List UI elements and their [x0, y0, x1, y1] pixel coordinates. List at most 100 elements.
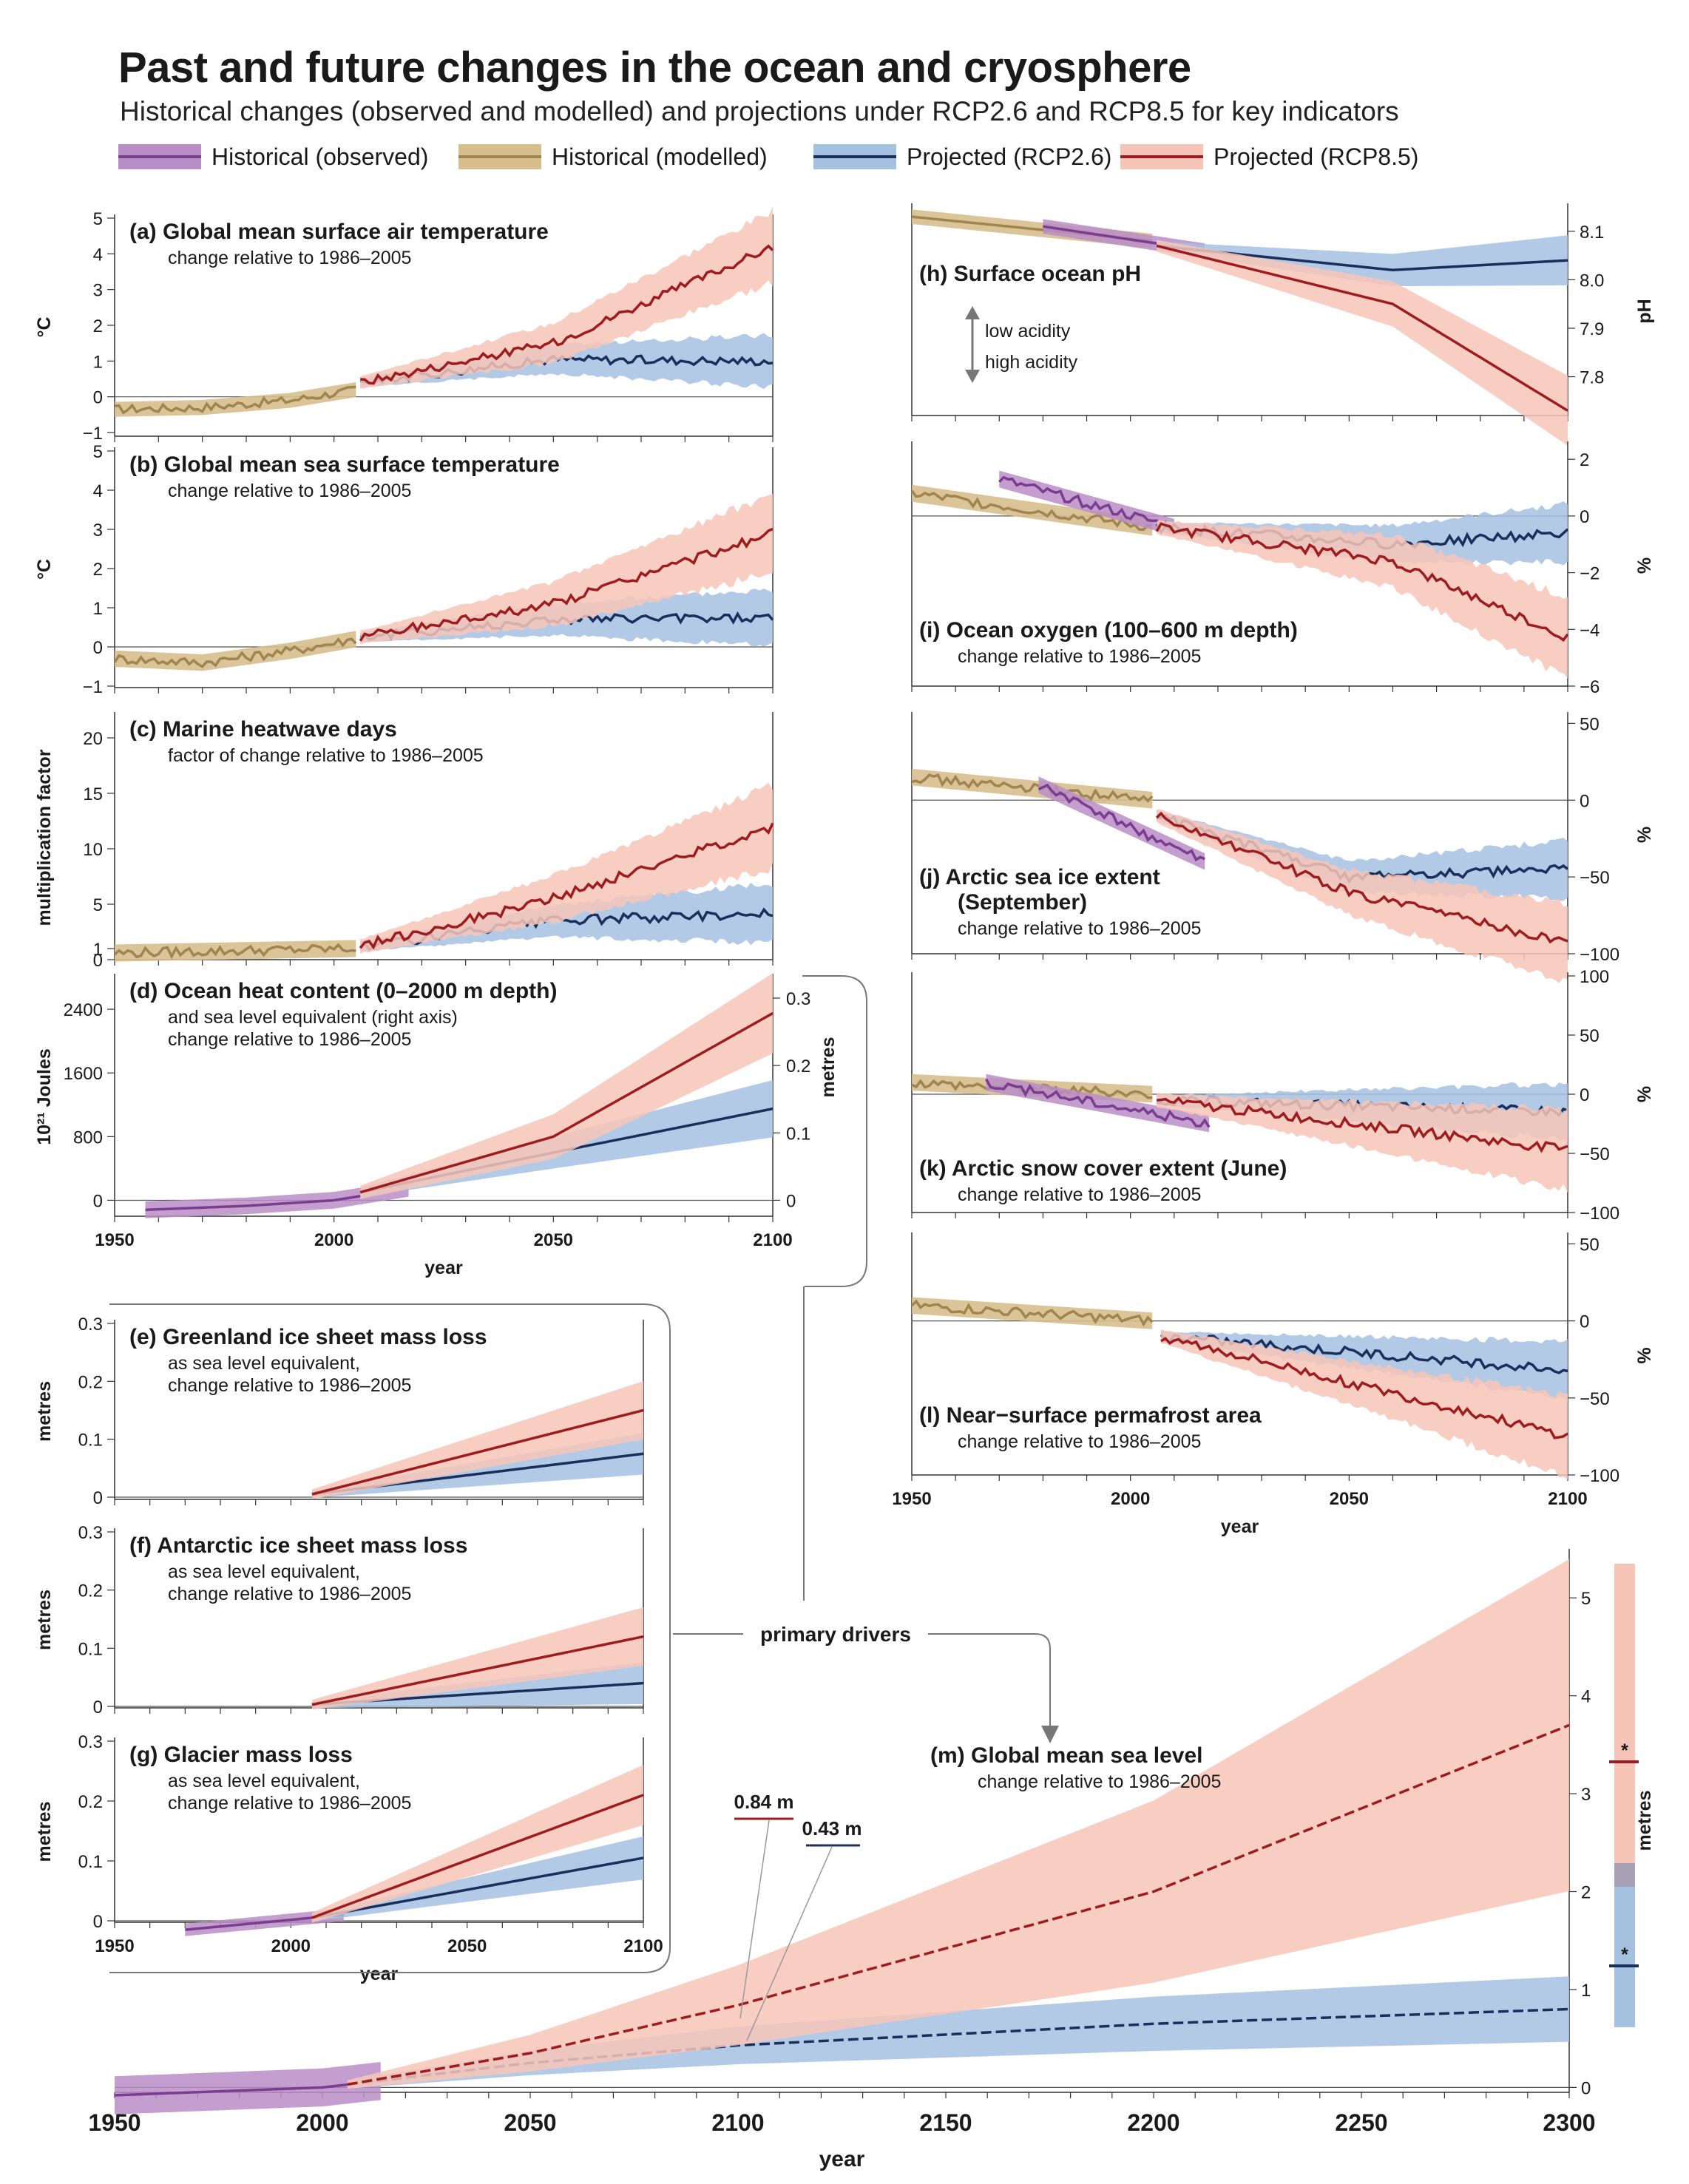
series-band [115, 631, 356, 671]
panel-b: 5 4 3 2 1 0 −1 °C (b) Global mean sea surface te… [34, 442, 774, 697]
x-tick-label: 2000 [1111, 1489, 1150, 1509]
y-tick-label: 3 [93, 520, 103, 540]
y-tick-label: 0.3 [78, 1732, 103, 1752]
callout-leader [746, 1846, 833, 2041]
y-axis-label: °C [34, 316, 55, 337]
y-tick-label: 2 [1581, 1883, 1591, 1903]
series-line [1038, 783, 1205, 862]
high-acidity-label: high acidity [985, 352, 1078, 373]
series-line [113, 637, 357, 668]
y-tick-label: −50 [1580, 1144, 1610, 1164]
series-band [347, 1559, 1570, 2089]
y-tick-label: 0 [1580, 791, 1589, 811]
y-tick-label: 1 [93, 940, 103, 960]
overlap-range-bar [1614, 1863, 1635, 1887]
series-line [910, 1299, 1154, 1327]
panel-title: (k) Arctic snow cover extent (June) [919, 1156, 1287, 1181]
panel-subtitle: change relative to 1986–2005 [168, 248, 411, 268]
y-axis-label: metres [34, 1802, 55, 1862]
series-line [347, 2007, 1570, 2086]
series-line [1156, 244, 1568, 412]
figure-title: Past and future changes in the ocean and… [118, 44, 1191, 92]
panel-title: (d) Ocean heat content (0–2000 m depth) [129, 979, 557, 1003]
y-tick-label: 2 [93, 560, 103, 580]
panel-subtitle-line2: change relative to 1986–2005 [168, 1029, 411, 1050]
y-tick-label: −100 [1580, 1204, 1619, 1224]
y-tick-label: 1 [93, 599, 103, 619]
series-line [311, 1635, 644, 1706]
y-tick-label: 0 [1580, 1085, 1589, 1105]
x-tick-label: 1950 [95, 1230, 134, 1250]
panel-title: (c) Marine heatwave days [129, 717, 397, 742]
arrow-down-icon [965, 370, 980, 383]
panel-title: (h) Surface ocean pH [919, 262, 1141, 286]
rcp26-2300-range-bar [1614, 1887, 1635, 2027]
panel-f: 0.3 0.2 0.1 0 metres (f) Antarctic ice sheet … [34, 1523, 644, 1717]
y-tick-label: 0 [93, 1912, 103, 1932]
x-tick-label: 2050 [534, 1230, 573, 1250]
y-tick-label: −6 [1580, 677, 1600, 697]
x-tick-label: 2050 [504, 2109, 556, 2136]
panel-subtitle: change relative to 1986–2005 [958, 1184, 1201, 1205]
bracket-right [802, 975, 867, 1287]
panel-title: (b) Global mean sea surface temperature [129, 452, 560, 477]
y-tick-label: 1600 [64, 1064, 103, 1084]
y-axis-label: 10²¹ Joules [34, 1048, 55, 1145]
panel-subtitle-line2: change relative to 1986–2005 [168, 1584, 411, 1604]
asterisk-icon: * [1621, 1740, 1628, 1761]
y-tick-label: 100 [1580, 967, 1609, 987]
y-tick-right-label: 0.1 [786, 1124, 810, 1144]
series-band [311, 1607, 643, 1710]
series-line [311, 1408, 644, 1496]
y-tick-label: 50 [1580, 1026, 1600, 1046]
series-band [115, 381, 356, 417]
y-tick-label: −100 [1580, 1466, 1619, 1486]
legend-label: Historical (modelled) [552, 143, 768, 170]
y-tick-label: 3 [93, 281, 103, 301]
series-band [1157, 520, 1568, 679]
panel-title: (a) Global mean surface air temperature [129, 220, 549, 244]
series-band [311, 1381, 643, 1499]
x-tick-label: 2100 [753, 1230, 792, 1250]
series-band [347, 1976, 1570, 2089]
y-tick-label: 0 [93, 638, 103, 658]
x-tick-label: 2200 [1127, 2109, 1179, 2136]
panel-title: (i) Ocean oxygen (100–600 m depth) [919, 618, 1298, 642]
y-axis-label: % [1634, 1347, 1655, 1363]
series-band [912, 484, 1153, 536]
x-tick-label: 2100 [1548, 1489, 1587, 1509]
y-axis-label: multiplication factor [34, 749, 55, 926]
annotations: low acidity high acidity primary drivers 0.… [109, 306, 1078, 2041]
y-tick-label: 0 [1580, 507, 1589, 527]
series-band [1157, 1093, 1568, 1193]
series-band [360, 973, 773, 1199]
x-tick-label: 2150 [919, 2109, 972, 2136]
y-tick-label: 0.1 [78, 1639, 103, 1659]
panel-subtitle-line2: change relative to 1986–2005 [168, 1375, 411, 1396]
y-tick-label: 4 [93, 481, 103, 501]
series-band [311, 1765, 643, 1923]
x-axis-label: year [360, 1964, 399, 1984]
panel-m-2300-range: ** [1609, 1564, 1639, 2027]
series-line [311, 1794, 644, 1919]
rcp85-2300-range-bar [1614, 1564, 1635, 1868]
panel-subtitle: as sea level equivalent, [168, 1771, 360, 1791]
x-axis-label: year [424, 1258, 463, 1278]
panel-m: 5 4 3 2 1 0 metres 1950 2000 2050 2100 2150 2200 2250… [88, 1549, 1655, 2171]
x-tick-label: 2050 [447, 1936, 487, 1956]
y-tick-label: −50 [1580, 1389, 1610, 1409]
panel-subtitle: factor of change relative to 1986–2005 [168, 745, 484, 766]
panel-title: (m) Global mean sea level [930, 1743, 1202, 1768]
y-tick-label: 1 [1581, 1981, 1591, 2001]
x-tick-label: 1950 [892, 1489, 931, 1509]
panel-title-line2: (September) [958, 890, 1087, 915]
low-acidity-label: low acidity [985, 321, 1071, 342]
y-axis-label: pH [1634, 299, 1655, 323]
panel-title: (e) Greenland ice sheet mass loss [129, 1325, 487, 1349]
series-line [114, 2079, 381, 2097]
x-tick-label: 2050 [1330, 1489, 1369, 1509]
x-tick-label: 2000 [271, 1936, 311, 1956]
y-tick-label: 0.2 [78, 1792, 103, 1812]
asterisk-icon: * [1621, 1944, 1628, 1965]
